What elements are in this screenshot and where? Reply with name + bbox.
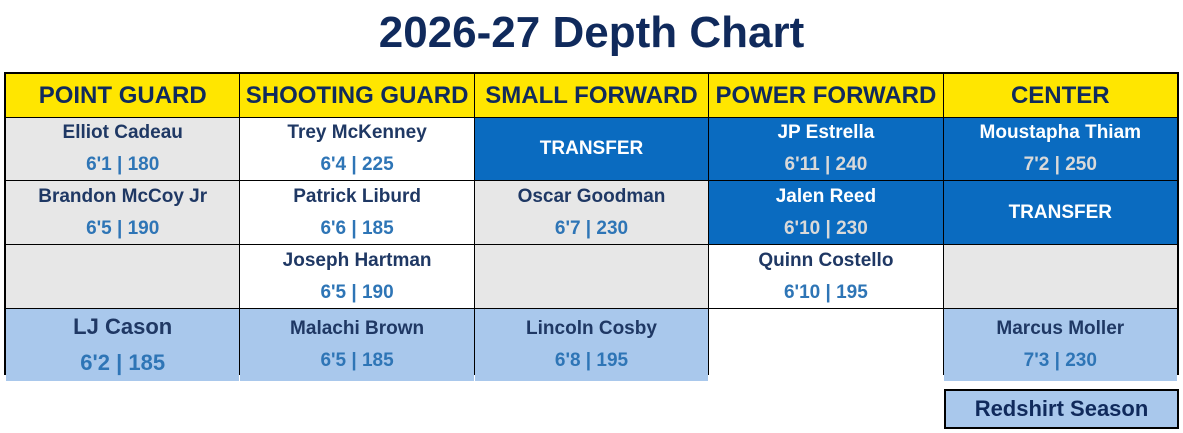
player-stats: 6'1 | 180 <box>86 154 160 175</box>
player-name: TRANSFER <box>539 138 644 159</box>
player-name: Patrick Liburd <box>293 185 421 207</box>
column-header: CENTER <box>943 74 1177 117</box>
player-name: LJ Cason <box>73 314 173 339</box>
player-name: Lincoln Cosby <box>526 318 657 339</box>
player-cell: Lincoln Cosby 6'8 | 195 <box>474 309 709 381</box>
legend-redshirt: Redshirt Season <box>944 389 1179 429</box>
player-stats: 6'10 | 195 <box>783 281 868 303</box>
player-stats: 6'5 | 190 <box>86 217 160 239</box>
player-name: JP Estrella <box>777 122 875 143</box>
player-stats: 6'7 | 230 <box>554 217 629 239</box>
column-header: SMALL FORWARD <box>474 74 709 117</box>
column-header: SHOOTING GUARD <box>240 74 474 117</box>
player-cell: Elliot Cadeau 6'1 | 180 <box>6 118 240 180</box>
player-cell: Trey McKenney 6'4 | 225 <box>240 118 474 180</box>
depth-table: POINT GUARD SHOOTING GUARD SMALL FORWARD PO… <box>4 72 1179 381</box>
player-name: TRANSFER <box>1008 201 1113 223</box>
player-cell: Quinn Costello 6'10 | 195 <box>709 245 943 308</box>
player-cell: Malachi Brown 6'5 | 185 <box>240 309 474 381</box>
column-header: POINT GUARD <box>6 74 240 117</box>
player-stats: 6'11 | 240 <box>784 154 868 175</box>
player-cell <box>943 245 1177 308</box>
player-cell <box>6 245 240 308</box>
player-cell: Brandon McCoy Jr 6'5 | 190 <box>6 181 240 244</box>
player-stats: 6'4 | 225 <box>320 154 394 175</box>
player-name: Oscar Goodman <box>517 185 666 207</box>
player-cell: Patrick Liburd 6'6 | 185 <box>240 181 474 244</box>
player-name: Marcus Moller <box>996 318 1125 339</box>
player-cell: Jalen Reed 6'10 | 230 <box>709 181 943 244</box>
player-name: Malachi Brown <box>290 318 425 339</box>
player-stats: 7'3 | 230 <box>1023 350 1097 371</box>
player-stats: 6'8 | 195 <box>554 350 629 371</box>
player-name: Joseph Hartman <box>282 249 432 271</box>
player-cell: LJ Cason 6'2 | 185 <box>6 309 240 381</box>
title: 2026-27 Depth Chart <box>378 8 805 57</box>
player-cell: TRANSFER <box>943 181 1177 244</box>
player-cell: JP Estrella 6'11 | 240 <box>709 118 943 180</box>
player-cell: Oscar Goodman 6'7 | 230 <box>474 181 709 244</box>
player-stats: 6'5 | 190 <box>320 281 394 303</box>
player-name: Elliot Cadeau <box>62 122 183 143</box>
player-name: Trey McKenney <box>287 122 427 143</box>
player-cell: Moustapha Thiam 7'2 | 250 <box>943 118 1177 180</box>
player-stats: 6'2 | 185 <box>80 350 166 375</box>
player-stats: 6'10 | 230 <box>783 217 868 239</box>
column-header: POWER FORWARD <box>709 74 943 117</box>
player-stats: 6'5 | 185 <box>320 350 394 371</box>
player-stats: 7'2 | 250 <box>1023 154 1097 175</box>
player-cell <box>709 309 943 381</box>
player-name: Jalen Reed <box>775 185 877 207</box>
player-name: Brandon McCoy Jr <box>38 185 208 207</box>
player-name: Moustapha Thiam <box>979 122 1142 143</box>
player-stats: 6'6 | 185 <box>320 217 394 239</box>
player-cell <box>474 245 709 308</box>
player-name: Quinn Costello <box>758 249 894 271</box>
player-cell: Marcus Moller 7'3 | 230 <box>943 309 1177 381</box>
player-cell: Joseph Hartman 6'5 | 190 <box>240 245 474 308</box>
player-cell: TRANSFER <box>474 118 709 180</box>
